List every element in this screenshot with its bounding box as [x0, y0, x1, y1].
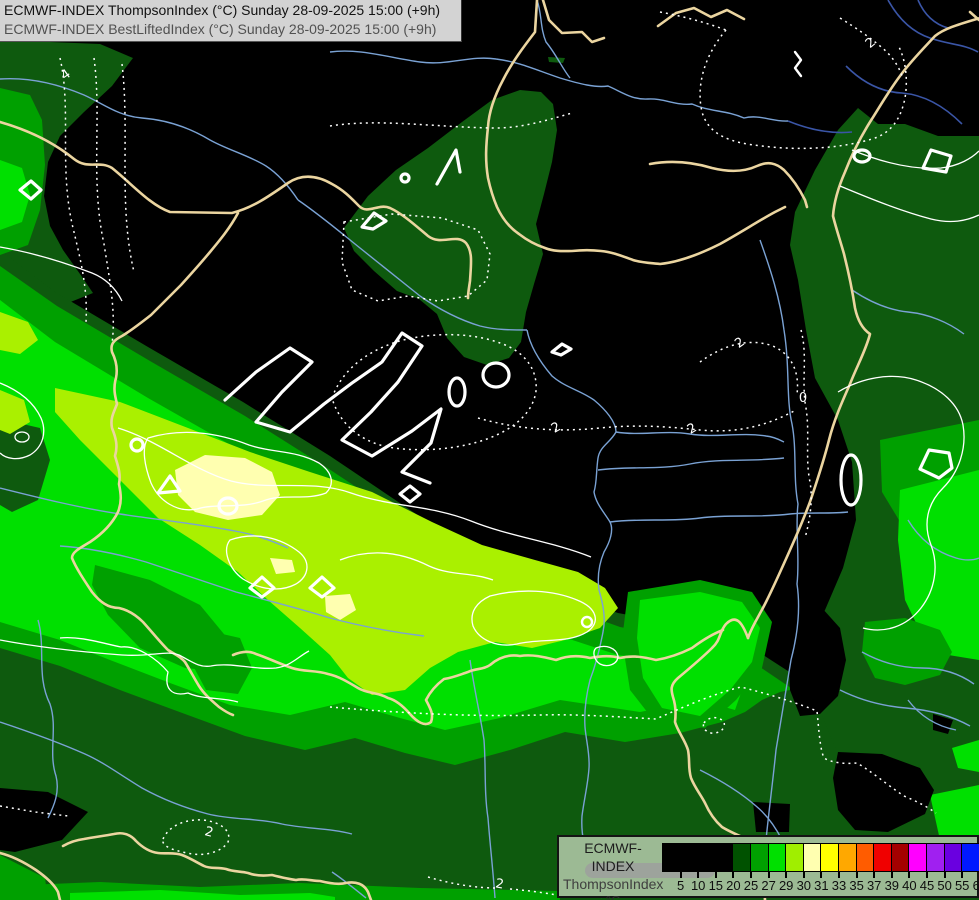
legend-tick-label: 15 [708, 878, 724, 893]
legend-tick-label: 37 [866, 878, 882, 893]
legend-swatch [821, 844, 839, 871]
legend-swatch [803, 844, 822, 871]
legend-tick [873, 871, 876, 878]
legend-tick-label: 20 [726, 878, 741, 893]
legend-tick-label: 30 [796, 878, 812, 893]
legend-tick [697, 871, 700, 878]
legend-tick [908, 871, 911, 878]
title-line-secondary: ECMWF-INDEX BestLiftedIndex (°C) Sunday … [4, 21, 437, 37]
legend-swatch [909, 844, 927, 871]
legend-tick-label: 29 [778, 878, 794, 893]
legend: ECMWF-INDEX ThompsonIndex °C 5 1015202527… [557, 835, 979, 900]
legend-tick [961, 871, 964, 878]
legend-swatch [733, 844, 751, 871]
legend-tick [750, 871, 752, 878]
legend-tick [838, 871, 840, 878]
legend-tick-label: 45 [919, 878, 935, 893]
legend-tick-label: 5 [676, 878, 685, 893]
legend-tick-label: 33 [831, 878, 847, 893]
legend-swatch [874, 844, 892, 871]
legend-swatch [856, 844, 875, 871]
legend-swatch [838, 844, 857, 871]
legend-swatch [926, 844, 945, 871]
legend-swatch [680, 844, 699, 871]
legend-tick-label: 25 [743, 878, 759, 893]
legend-tick [890, 871, 893, 878]
legend-tick [732, 871, 735, 878]
legend-tick-label: 39 [884, 878, 900, 893]
lifted-index-contours-thick [18, 50, 954, 629]
title-bar: ECMWF-INDEX ThompsonIndex (°C) Sunday 28… [0, 0, 462, 42]
legend-swatch [786, 844, 804, 871]
contour-value-label: 2 [494, 876, 505, 892]
legend-index-name: ThompsonIndex [563, 876, 664, 892]
legend-tick [767, 871, 770, 878]
legend-swatch [962, 844, 979, 871]
contour-value-label: 2 [203, 824, 215, 841]
legend-tick [820, 871, 823, 878]
legend-swatch [891, 844, 910, 871]
legend-swatch [750, 844, 769, 871]
legend-tick-label: 10 [690, 878, 706, 893]
legend-tick [926, 871, 928, 878]
legend-tick [855, 871, 858, 878]
title-line-primary: ECMWF-INDEX ThompsonIndex (°C) Sunday 28… [4, 2, 441, 18]
legend-tick-label: 55 [954, 878, 970, 893]
legend-swatch [768, 844, 787, 871]
legend-text-block: ECMWF-INDEX ThompsonIndex °C [563, 839, 663, 900]
legend-tick-label: 35 [849, 878, 864, 893]
rivers-dark [787, 0, 979, 134]
legend-tick [714, 871, 717, 878]
lifted-index-contours-thin [0, 149, 979, 703]
legend-unit: °C [563, 893, 663, 900]
legend-tick-label: 31 [814, 878, 829, 893]
legend-tick [943, 871, 946, 878]
legend-tick [785, 871, 788, 878]
legend-swatch [698, 844, 716, 871]
legend-swatch [715, 844, 734, 871]
legend-tick-label: 50 [937, 878, 952, 893]
legend-source: ECMWF-INDEX [584, 840, 642, 874]
legend-swatch [663, 844, 681, 871]
legend-color-bar [662, 843, 979, 872]
legend-tick-label: 40 [902, 878, 917, 893]
lifted-index-contours-dotted [0, 11, 937, 898]
legend-swatch [944, 844, 963, 871]
legend-tick [802, 871, 805, 878]
legend-tick-label: 60 [972, 878, 979, 893]
legend-tick-label: 27 [761, 878, 776, 893]
legend-tick [679, 871, 682, 878]
contour-value-label: 0 [799, 391, 807, 406]
